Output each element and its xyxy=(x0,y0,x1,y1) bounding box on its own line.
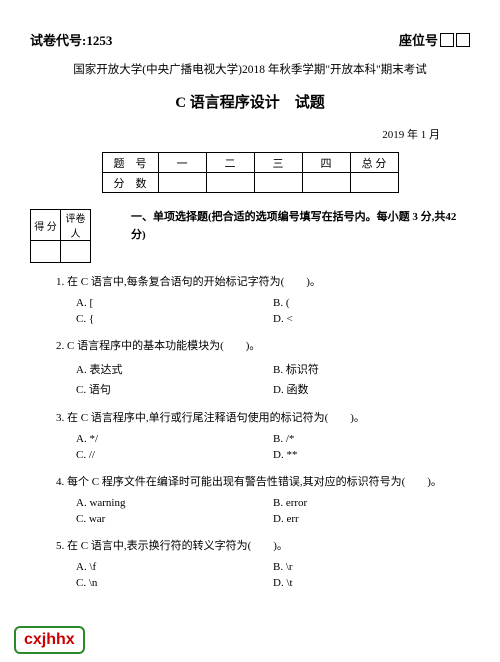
q1-opt-d: D. < xyxy=(273,311,470,327)
grader-table: 得 分 评卷人 xyxy=(30,209,91,263)
q3-options: A. */ B. /* C. // D. ** xyxy=(76,431,470,463)
q4-options: A. warning B. error C. war D. err xyxy=(76,495,470,527)
score-header-1: 一 xyxy=(158,153,206,173)
q2-num: 2. xyxy=(56,340,64,352)
q4-opt-c: C. war xyxy=(76,511,273,527)
grader-name-label: 评卷人 xyxy=(61,210,91,241)
question-3: 3. 在 C 语言程序中,单行或行尾注释语句使用的标记符为( )。 xyxy=(56,409,470,425)
grader-section: 得 分 评卷人 一、单项选择题(把合适的选项编号填写在括号内。每小题 3 分,共… xyxy=(30,209,470,263)
score-header-5: 总 分 xyxy=(350,153,398,173)
title-line-2: C 语言程序设计 试题 xyxy=(30,91,470,112)
q1-num: 1. xyxy=(56,276,64,288)
q4-opt-d: D. err xyxy=(273,511,470,527)
q2-opt-d: D. 函数 xyxy=(273,379,470,399)
score-cell-5 xyxy=(350,173,398,193)
q1-text: 在 C 语言中,每条复合语句的开始标记字符为( )。 xyxy=(67,276,321,288)
score-table-value-row: 分 数 xyxy=(102,173,398,193)
q4-opt-b: B. error xyxy=(273,495,470,511)
q3-opt-c: C. // xyxy=(76,447,273,463)
q5-num: 5. xyxy=(56,540,64,552)
score-cell-3 xyxy=(254,173,302,193)
q2-text: C 语言程序中的基本功能模块为( )。 xyxy=(67,340,260,352)
paper-code: 试卷代号:1253 xyxy=(30,30,112,49)
score-table-header-row: 题 号 一 二 三 四 总 分 xyxy=(102,153,398,173)
q1-opt-a: A. [ xyxy=(76,295,273,311)
exam-date: 2019 年 1 月 xyxy=(30,126,440,142)
score-header-2: 二 xyxy=(206,153,254,173)
question-1: 1. 在 C 语言中,每条复合语句的开始标记字符为( )。 xyxy=(56,273,470,289)
seat-box-1 xyxy=(440,33,454,47)
seat-box-2 xyxy=(456,33,470,47)
q2-options: A. 表达式 B. 标识符 C. 语句 D. 函数 xyxy=(76,359,470,399)
q1-options: A. [ B. ( C. { D. < xyxy=(76,295,470,327)
watermark: cxjhhx xyxy=(14,626,85,654)
q2-opt-a: A. 表达式 xyxy=(76,359,273,379)
q1-opt-b: B. ( xyxy=(273,295,470,311)
score-cell-1 xyxy=(158,173,206,193)
score-header-3: 三 xyxy=(254,153,302,173)
question-2: 2. C 语言程序中的基本功能模块为( )。 xyxy=(56,337,470,353)
q3-text: 在 C 语言程序中,单行或行尾注释语句使用的标记符为( )。 xyxy=(67,412,365,424)
question-4: 4. 每个 C 程序文件在编译时可能出现有警告性错误,其对应的标识符号为( )。 xyxy=(56,473,470,489)
q2-opt-c: C. 语句 xyxy=(76,379,273,399)
grader-name-cell xyxy=(61,241,91,263)
q5-opt-d: D. \t xyxy=(273,575,470,591)
q5-text: 在 C 语言中,表示换行符的转义字符为( )。 xyxy=(67,540,288,552)
grader-score-cell xyxy=(31,241,61,263)
q5-opt-c: C. \n xyxy=(76,575,273,591)
q5-opt-a: A. \f xyxy=(76,559,273,575)
q5-options: A. \f B. \r C. \n D. \t xyxy=(76,559,470,591)
q3-opt-a: A. */ xyxy=(76,431,273,447)
q1-opt-c: C. { xyxy=(76,311,273,327)
seat-label: 座位号 xyxy=(399,30,438,49)
q4-opt-a: A. warning xyxy=(76,495,273,511)
score-header-0: 题 号 xyxy=(102,153,158,173)
q2-opt-b: B. 标识符 xyxy=(273,359,470,379)
score-cell-4 xyxy=(302,173,350,193)
score-table: 题 号 一 二 三 四 总 分 分 数 xyxy=(102,152,399,193)
score-header-4: 四 xyxy=(302,153,350,173)
section-intro: 一、单项选择题(把合适的选项编号填写在括号内。每小题 3 分,共42 分) xyxy=(101,209,470,244)
q4-num: 4. xyxy=(56,476,64,488)
grader-score-label: 得 分 xyxy=(31,210,61,241)
score-cell-2 xyxy=(206,173,254,193)
header-row: 试卷代号:1253 座位号 xyxy=(30,30,470,49)
q3-opt-b: B. /* xyxy=(273,431,470,447)
q4-text: 每个 C 程序文件在编译时可能出现有警告性错误,其对应的标识符号为( )。 xyxy=(67,476,442,488)
seat-area: 座位号 xyxy=(399,30,470,49)
question-5: 5. 在 C 语言中,表示换行符的转义字符为( )。 xyxy=(56,537,470,553)
q3-num: 3. xyxy=(56,412,64,424)
score-row-label: 分 数 xyxy=(102,173,158,193)
question-list: 1. 在 C 语言中,每条复合语句的开始标记字符为( )。 A. [ B. ( … xyxy=(56,273,470,591)
q3-opt-d: D. ** xyxy=(273,447,470,463)
q5-opt-b: B. \r xyxy=(273,559,470,575)
title-line-1: 国家开放大学(中央广播电视大学)2018 年秋季学期"开放本科"期末考试 xyxy=(30,61,470,77)
